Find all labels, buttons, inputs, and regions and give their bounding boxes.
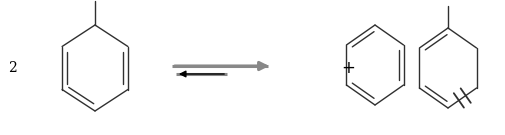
Text: +: + (341, 59, 355, 77)
Text: 2: 2 (8, 61, 17, 75)
